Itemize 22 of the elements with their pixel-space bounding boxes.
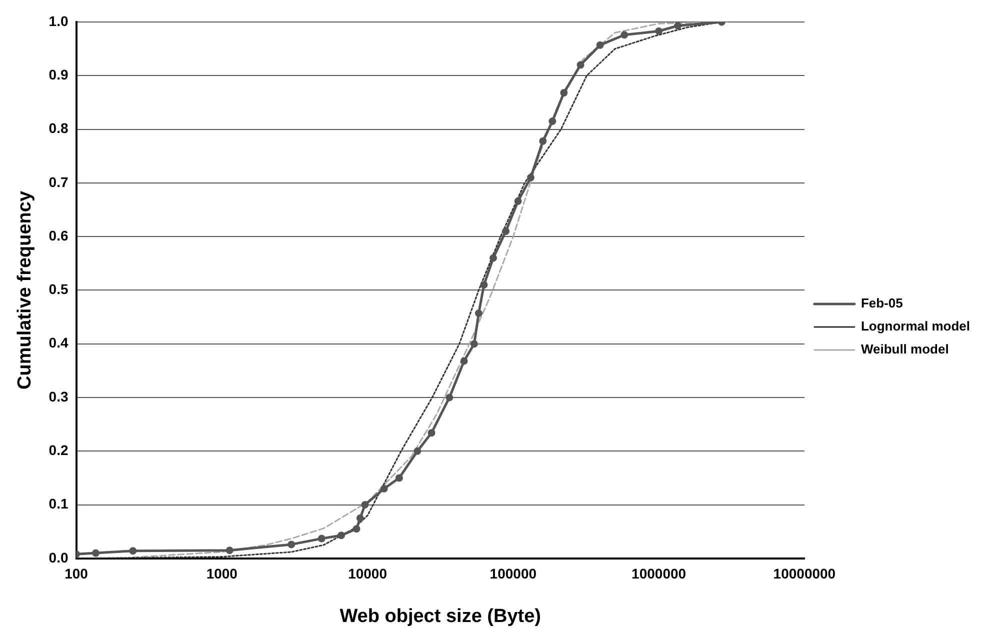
x-tick-label: 100000 xyxy=(490,566,537,582)
y-tick-label: 0.4 xyxy=(48,334,68,351)
legend-label: Lognormal model xyxy=(860,318,970,334)
y-tick-label: 0.1 xyxy=(48,496,68,512)
x-axis-title: Web object size (Byte) xyxy=(340,606,542,627)
x-tick-label: 1000000 xyxy=(632,566,686,582)
y-tick-label: 0.0 xyxy=(48,549,68,566)
legend-label: Feb-05 xyxy=(860,296,903,311)
y-tick-label: 0.9 xyxy=(48,66,68,82)
x-tick-label: 1000 xyxy=(206,566,238,582)
y-tick-label: 0.2 xyxy=(48,442,68,458)
x-tick-label: 100 xyxy=(64,566,88,582)
legend-label: Weibull model xyxy=(860,342,949,357)
y-tick-label: 0.3 xyxy=(48,388,68,404)
x-tick-label: 10000 xyxy=(348,566,388,582)
y-axis-title: Cumulative frequency xyxy=(14,190,36,390)
y-tick-label: 0.7 xyxy=(48,174,68,190)
y-tick-label: 0.6 xyxy=(48,227,68,244)
x-tick-label: 10000000 xyxy=(773,566,836,582)
y-tick-label: 0.5 xyxy=(48,281,68,298)
y-tick-label: 0.8 xyxy=(48,120,68,136)
y-tick-label: 1.0 xyxy=(48,12,68,29)
